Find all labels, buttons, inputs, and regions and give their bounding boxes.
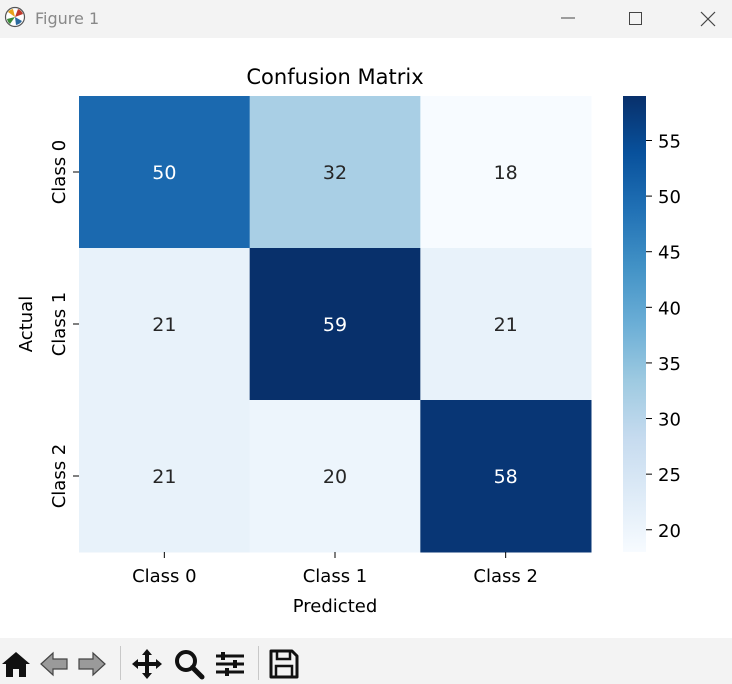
configure-subplots-icon[interactable] bbox=[214, 648, 246, 680]
minimize-icon bbox=[561, 17, 575, 19]
navigation-toolbar bbox=[0, 638, 732, 684]
y-tick-label: Class 0 bbox=[49, 140, 70, 205]
x-tick-label: Class 0 bbox=[132, 566, 197, 587]
colorbar-tick-label: 30 bbox=[658, 410, 681, 431]
maximize-button[interactable] bbox=[613, 0, 659, 38]
colorbar-tick-label: 40 bbox=[658, 298, 681, 319]
y-tick-label: Class 2 bbox=[49, 444, 70, 509]
heatmap-cell bbox=[420, 96, 592, 249]
heatmap-cell bbox=[79, 248, 251, 401]
colorbar bbox=[623, 96, 646, 552]
cell-value-label: 32 bbox=[323, 162, 347, 184]
cell-value-label: 59 bbox=[323, 314, 347, 336]
x-axis-label: Predicted bbox=[293, 596, 378, 617]
cell-value-label: 21 bbox=[152, 466, 176, 488]
back-arrow-icon[interactable] bbox=[38, 648, 70, 680]
save-icon[interactable] bbox=[268, 648, 300, 680]
x-tick-label: Class 2 bbox=[473, 566, 538, 587]
chart-title: Confusion Matrix bbox=[246, 65, 423, 89]
colorbar-tick-label: 45 bbox=[658, 243, 681, 264]
colorbar-tick-label: 50 bbox=[658, 187, 681, 208]
forward-arrow-icon[interactable] bbox=[76, 648, 108, 680]
x-tick-label: Class 1 bbox=[303, 566, 368, 587]
colorbar-tick-label: 55 bbox=[658, 131, 681, 152]
heatmap-cell bbox=[420, 248, 592, 401]
home-icon[interactable] bbox=[0, 648, 32, 680]
cell-value-label: 20 bbox=[323, 466, 347, 488]
y-tick-label: Class 1 bbox=[49, 292, 70, 357]
zoom-icon[interactable] bbox=[173, 648, 205, 680]
colorbar-tick-label: 35 bbox=[658, 354, 681, 375]
heatmap-cell bbox=[79, 400, 251, 553]
heatmap-cell bbox=[249, 248, 421, 401]
close-button[interactable] bbox=[685, 0, 731, 38]
figure-canvas: Confusion Matrix 50 32 18 21 59 21 21 20 58 Clas… bbox=[0, 38, 732, 638]
window-title: Figure 1 bbox=[35, 9, 100, 28]
cell-value-label: 18 bbox=[494, 162, 518, 184]
window-titlebar: Figure 1 bbox=[0, 0, 732, 38]
y-axis-label: Actual bbox=[16, 296, 37, 352]
toolbar-separator bbox=[120, 646, 121, 680]
cell-value-label: 58 bbox=[494, 466, 518, 488]
pan-icon[interactable] bbox=[131, 648, 163, 680]
cell-value-label: 21 bbox=[494, 314, 518, 336]
minimize-button[interactable] bbox=[545, 0, 591, 38]
cell-value-label: 21 bbox=[152, 314, 176, 336]
heatmap-cell bbox=[249, 400, 421, 553]
colorbar-tick-label: 20 bbox=[658, 521, 681, 542]
maximize-icon bbox=[629, 12, 642, 25]
cell-value-label: 50 bbox=[152, 162, 176, 184]
app-icon bbox=[4, 6, 26, 28]
toolbar-separator bbox=[258, 646, 259, 680]
heatmap-chart: Confusion Matrix 50 32 18 21 59 21 21 20 58 Clas… bbox=[16, 65, 681, 617]
heatmap-cell bbox=[420, 400, 592, 553]
colorbar-tick-label: 25 bbox=[658, 465, 681, 486]
heatmap-cell bbox=[249, 96, 421, 249]
heatmap-cell bbox=[79, 96, 251, 249]
close-icon bbox=[700, 11, 716, 27]
